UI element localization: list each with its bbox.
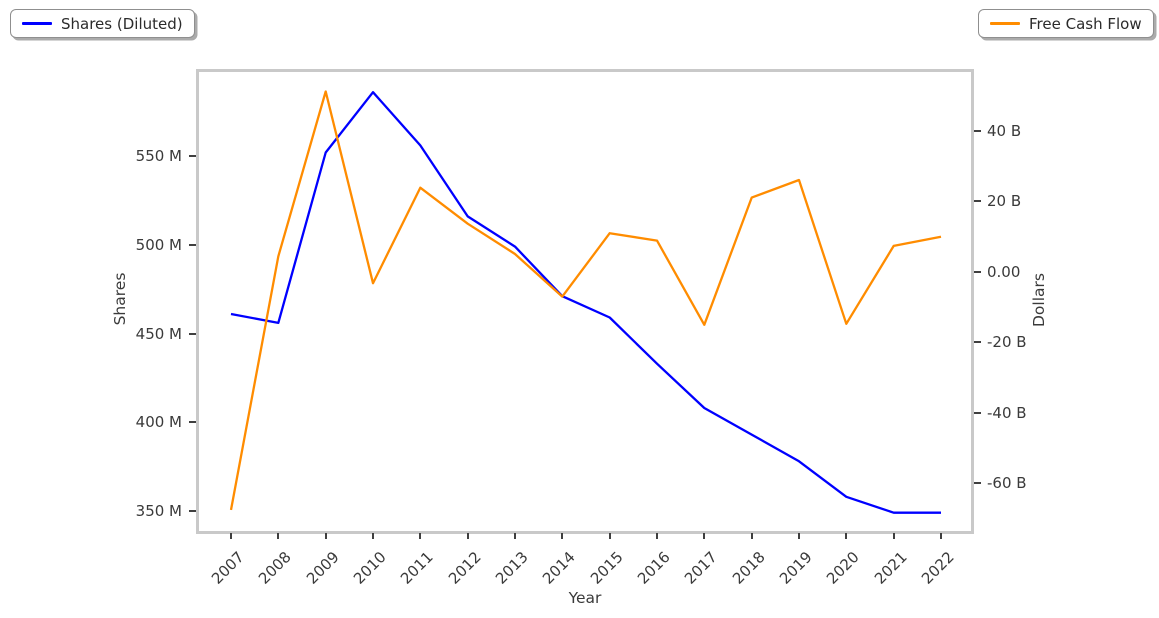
- y-axis-right-tick-mark: [974, 270, 981, 273]
- y-axis-right-tick-label: -20 B: [987, 333, 1027, 352]
- y-axis-title-left: Shares: [111, 272, 129, 326]
- y-axis-left-tick-mark: [189, 509, 196, 512]
- y-axis-right-tick-mark: [974, 341, 981, 344]
- x-axis-tick-mark: [703, 533, 706, 539]
- x-axis-tick-mark: [466, 533, 469, 539]
- y-axis-left-tick-label: 550 M: [135, 147, 182, 166]
- y-axis-left-tick-label: 400 M: [135, 413, 182, 432]
- x-axis-tick-mark: [561, 533, 564, 539]
- y-axis-left-tick-mark: [189, 155, 196, 158]
- x-axis-title: Year: [568, 589, 602, 607]
- y-axis-right-tick-label: 0.00: [987, 262, 1021, 281]
- y-axis-left-tick-label: 500 M: [135, 235, 182, 254]
- y-axis-left-tick-label: 450 M: [135, 324, 182, 343]
- y-axis-right-tick-label: -40 B: [987, 403, 1027, 422]
- series-line-free-cash-flow: [229, 90, 942, 511]
- x-axis-tick-mark: [372, 533, 374, 539]
- x-axis-tick-mark: [324, 533, 327, 539]
- y-axis-right-tick-label: 40 B: [987, 121, 1022, 140]
- x-axis-tick-mark: [750, 533, 753, 539]
- y-axis-left-tick-mark: [189, 421, 196, 424]
- x-axis-tick-mark: [798, 533, 800, 539]
- y-axis-right-tick-mark: [974, 482, 981, 485]
- x-axis-tick-mark: [608, 533, 611, 539]
- y-axis-right-tick-mark: [974, 411, 981, 414]
- y-axis-title-right: Dollars: [1030, 273, 1048, 327]
- y-axis-right-tick-mark: [974, 129, 981, 132]
- series-line-shares: [230, 91, 941, 514]
- free-cash-flow-legend-line-icon: [990, 22, 1020, 25]
- shares-legend-line-icon: [22, 22, 52, 25]
- x-axis-tick-mark: [892, 533, 895, 539]
- shares-legend-label: Shares (Diluted): [61, 14, 183, 33]
- legend-shares[interactable]: Shares (Diluted): [10, 9, 195, 38]
- x-axis-tick-mark: [514, 533, 516, 539]
- free-cash-flow-legend-label: Free Cash Flow: [1029, 14, 1142, 33]
- x-axis-tick-mark: [277, 533, 280, 539]
- y-axis-left-tick-label: 350 M: [135, 501, 182, 520]
- y-axis-right-tick-label: -60 B: [987, 474, 1027, 493]
- plot-lines: [229, 90, 942, 514]
- y-axis-left-tick-mark: [189, 243, 196, 246]
- x-axis-tick-mark: [845, 533, 848, 539]
- x-axis-tick-mark: [419, 533, 422, 539]
- y-axis-left-tick-mark: [189, 332, 196, 335]
- legend-free-cash-flow[interactable]: Free Cash Flow: [978, 9, 1154, 38]
- plot-area: [196, 69, 974, 534]
- y-axis-right-tick-label: 20 B: [987, 192, 1022, 211]
- y-axis-right-tick-mark: [974, 200, 981, 203]
- x-axis-tick-mark: [230, 533, 232, 539]
- x-axis-tick-mark: [940, 533, 942, 539]
- x-axis-tick-mark: [656, 533, 658, 539]
